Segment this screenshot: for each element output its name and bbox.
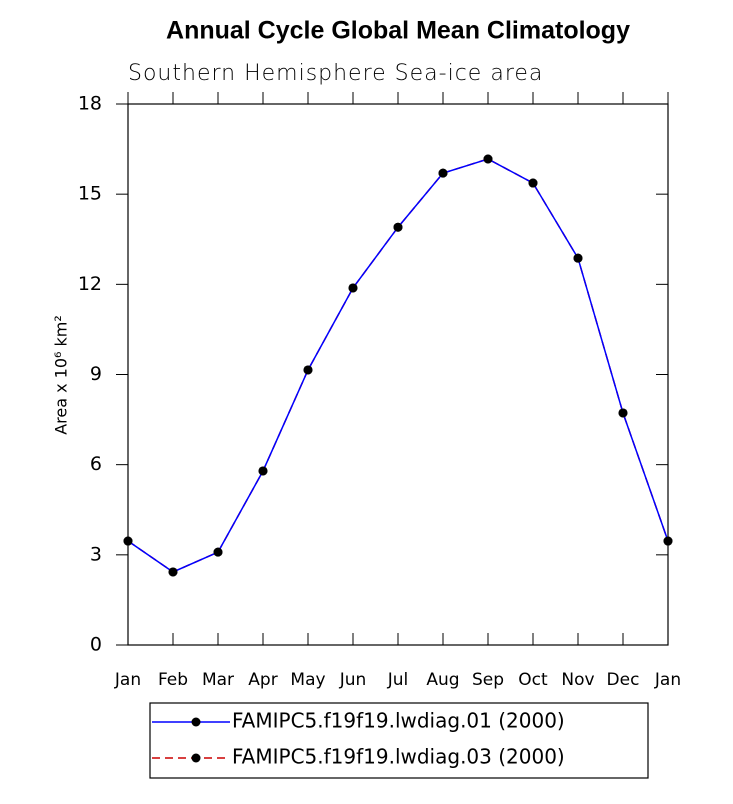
legend-label: FAMIPC5.f19f19.lwdiag.03 (2000) [232, 745, 565, 769]
data-point [393, 222, 403, 232]
x-tick-label: Jun [339, 670, 367, 690]
x-tick-label: May [290, 670, 325, 690]
x-tick-label: Sep [472, 670, 504, 690]
x-tick-label: Nov [561, 670, 594, 690]
legend-marker [191, 717, 201, 727]
data-point [483, 154, 493, 164]
x-tick-label: Mar [202, 670, 234, 690]
y-tick-label: 18 [78, 93, 102, 115]
y-tick-label: 0 [90, 634, 102, 656]
data-point [618, 408, 628, 418]
x-tick-label: Jul [387, 670, 409, 690]
x-tick-label: Feb [158, 670, 188, 690]
y-tick-label: 3 [90, 543, 102, 565]
data-point [348, 283, 358, 293]
data-point [528, 178, 538, 188]
chart-title: Annual Cycle Global Mean Climatology [166, 17, 630, 45]
series-line [127, 158, 669, 573]
x-tick-label: Aug [426, 670, 459, 690]
data-point [258, 466, 268, 476]
chart-subtitle: Southern Hemisphere Sea-ice area [128, 61, 543, 86]
legend-label: FAMIPC5.f19f19.lwdiag.01 (2000) [232, 709, 565, 733]
data-point [123, 536, 133, 546]
data-point [168, 567, 178, 577]
data-point [663, 536, 673, 546]
data-point [573, 253, 583, 263]
plot-frame [127, 103, 669, 646]
x-tick-label: Jan [114, 670, 141, 690]
series-line [127, 158, 669, 573]
y-tick-label: 6 [90, 453, 102, 475]
y-tick-label: 12 [78, 273, 102, 295]
data-point [213, 547, 223, 557]
legend-marker [191, 753, 201, 763]
legend-box [149, 702, 649, 779]
data-point [438, 168, 448, 178]
x-tick-label: Dec [607, 670, 640, 690]
x-tick-label: Apr [248, 670, 277, 690]
x-tick-label: Jan [654, 670, 681, 690]
x-tick-label: Oct [518, 670, 548, 690]
y-tick-label: 9 [90, 363, 102, 385]
data-point [303, 365, 313, 375]
y-axis-label: Area x 10⁶ km² [52, 315, 71, 435]
y-tick-label: 15 [78, 183, 102, 205]
